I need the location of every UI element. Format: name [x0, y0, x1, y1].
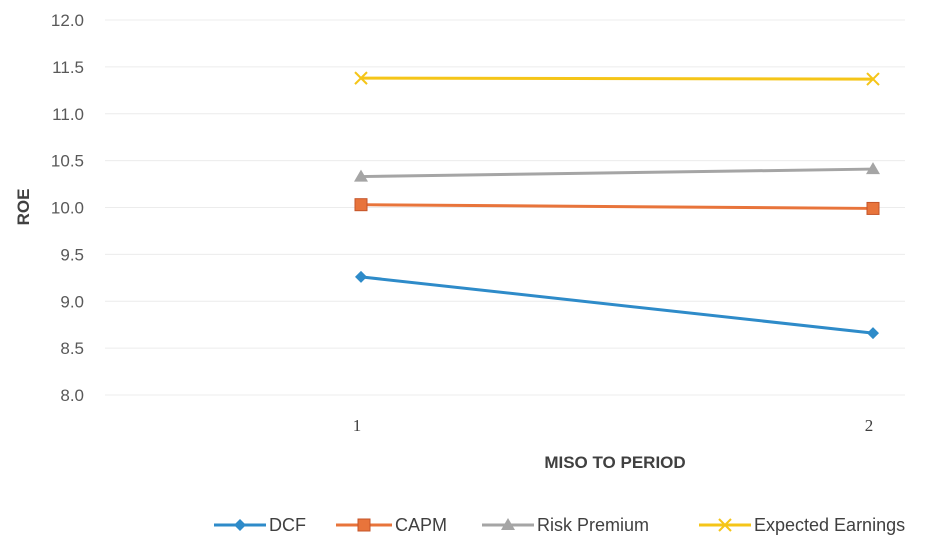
gridlines — [105, 19, 905, 396]
series-capm — [354, 198, 880, 215]
legend-label: Risk Premium — [537, 515, 649, 535]
data-point — [867, 327, 879, 340]
legend-marker — [501, 518, 515, 530]
y-tick-label: 10.5 — [51, 152, 84, 171]
data-point — [354, 71, 368, 85]
x-axis-title: MISO TO PERIOD — [544, 453, 685, 472]
series-line — [360, 76, 874, 81]
legend-marker — [234, 519, 246, 531]
y-tick-label: 8.5 — [60, 339, 84, 358]
y-tick-label: 9.0 — [60, 292, 84, 311]
series-line — [360, 203, 874, 210]
data-point — [866, 162, 880, 175]
series-risk-premium — [354, 162, 880, 182]
legend-item: CAPM — [336, 515, 447, 535]
data-point — [866, 72, 880, 86]
legend-label: CAPM — [395, 515, 447, 535]
series-line — [360, 275, 874, 335]
series-dcf — [355, 270, 879, 340]
y-tick-label: 10.0 — [51, 199, 84, 218]
y-tick-label: 12.0 — [51, 11, 84, 30]
data-point — [866, 201, 880, 215]
series-expected-earnings — [354, 71, 880, 86]
x-tick-label: 1 — [353, 416, 362, 435]
legend-label: Expected Earnings — [754, 515, 905, 535]
legend: DCF CAPM Risk Premium Expected Earnings — [214, 515, 905, 535]
legend-item: Risk Premium — [482, 515, 649, 535]
legend-label: DCF — [269, 515, 306, 535]
data-point — [354, 169, 368, 182]
series-line — [360, 167, 874, 179]
y-tick-label: 11.5 — [52, 58, 84, 77]
y-axis-title: ROE — [14, 189, 33, 226]
x-tick-label: 2 — [865, 416, 874, 435]
series-lines — [354, 71, 880, 340]
y-tick-label: 9.5 — [60, 245, 84, 264]
data-point — [355, 270, 367, 283]
y-tick-label: 8.0 — [60, 386, 84, 405]
y-tick-label: 11.0 — [52, 105, 84, 124]
legend-marker — [718, 518, 732, 532]
legend-item: Expected Earnings — [699, 515, 905, 535]
legend-item: DCF — [214, 515, 306, 535]
data-point — [354, 198, 368, 212]
legend-marker — [357, 518, 371, 532]
y-axis-ticks: 12.0 11.5 11.0 10.5 10.0 9.5 9.0 8.5 8.0 — [51, 11, 84, 405]
